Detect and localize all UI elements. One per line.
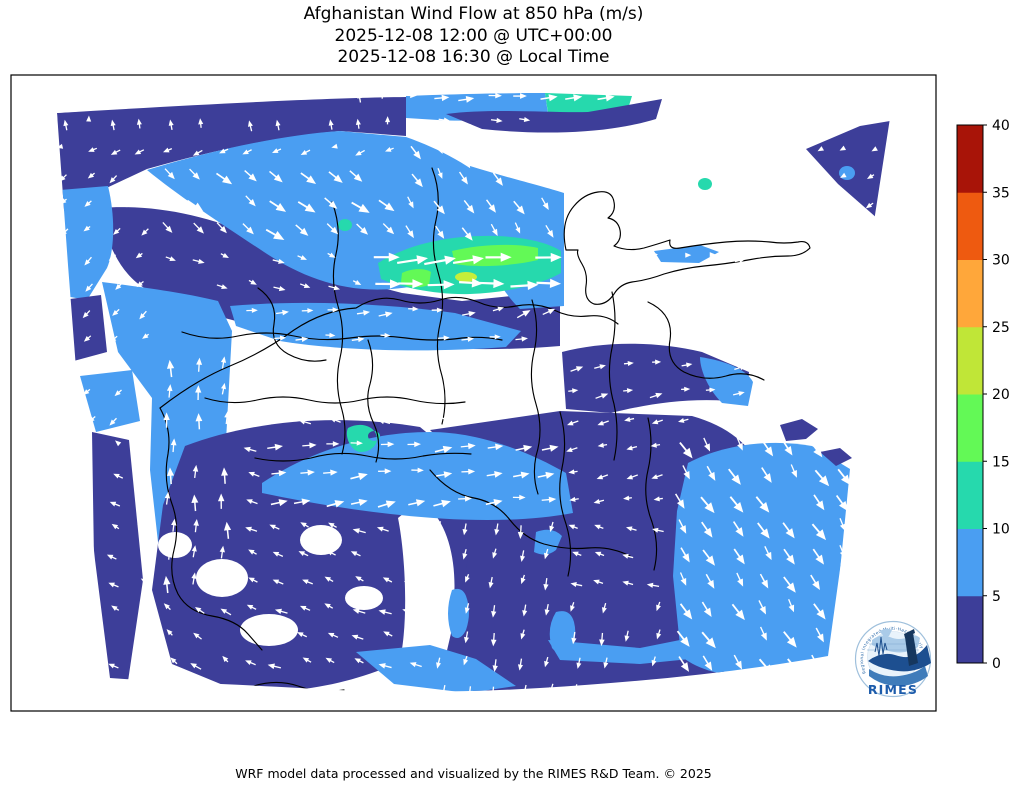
colorbar-tick-label: 40 <box>992 118 1010 134</box>
wind-region-blue <box>839 166 855 180</box>
colorbar-tick-label: 0 <box>992 656 1001 672</box>
wind-arrow-layer <box>55 87 879 702</box>
wind-region-teal <box>346 424 380 452</box>
logo-lighthouse-icon <box>904 629 918 666</box>
rimes-logo-label: RIMES <box>868 682 918 697</box>
wind-region-teal <box>698 178 712 190</box>
colorbar-tick-label: 25 <box>992 320 1010 336</box>
colorbar-tick-label: 20 <box>992 387 1010 403</box>
colorbar-tick-label: 10 <box>992 522 1010 538</box>
logo-seismograph-icon <box>874 636 888 657</box>
colorbar-tick-label: 15 <box>992 454 1010 470</box>
colorbar-segment <box>957 259 983 328</box>
wind-region-indigo <box>57 97 406 212</box>
colorbar-tick-label: 30 <box>992 253 1010 269</box>
colorbar: 0 5 10 15 20 25 30 35 40 <box>956 118 1010 672</box>
figure-title: Afghanistan Wind Flow at 850 hPa (m/s) 2… <box>11 4 936 69</box>
logo-wave-light <box>869 666 928 686</box>
colorbar-segment <box>957 125 983 193</box>
title-line-local: 2025-12-08 16:30 @ Local Time <box>337 47 610 67</box>
district-boundaries <box>159 167 811 692</box>
colorbar-segment <box>957 461 983 529</box>
footer-credit: WRF model data processed and visualized … <box>235 766 712 781</box>
wind-region-blue <box>356 645 516 692</box>
colorbar-segment <box>957 394 983 462</box>
colorbar-segment <box>957 528 983 597</box>
wind-region-indigo <box>446 99 662 133</box>
colorbar-segment <box>957 326 983 395</box>
colorbar-segment <box>957 192 983 260</box>
colorbar-tick-label: 5 <box>992 589 1001 605</box>
wind-region-teal <box>338 219 352 231</box>
wind-region-indigo <box>92 432 143 688</box>
title-line-utc: 2025-12-08 12:00 @ UTC+00:00 <box>334 25 613 46</box>
logo-wave-dark <box>868 645 931 672</box>
wind-region-blue <box>60 186 114 300</box>
wind-region-white <box>158 525 383 646</box>
wind-region-blue <box>673 442 850 676</box>
wind-region-indigo <box>780 419 852 466</box>
title-line-main: Afghanistan Wind Flow at 850 hPa (m/s) <box>303 4 644 24</box>
colorbar-tick-label: 35 <box>992 185 1010 201</box>
colorbar-segment <box>957 595 983 664</box>
wind-region-ygreen <box>455 272 477 282</box>
